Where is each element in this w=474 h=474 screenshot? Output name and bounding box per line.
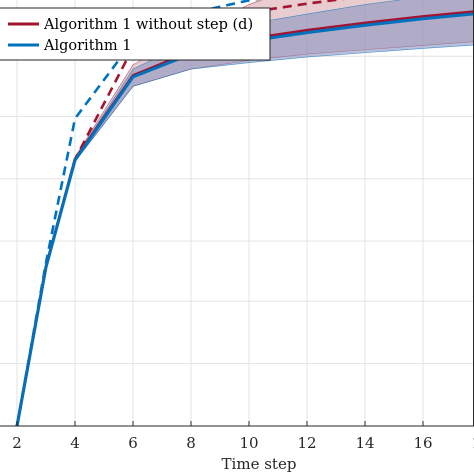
x-tick-label-12: 12	[297, 434, 316, 452]
x-tick-label-6: 6	[128, 434, 138, 452]
band-series-2	[16, 0, 474, 427]
x-tick-label-4: 4	[70, 434, 80, 452]
x-tick-label-14: 14	[355, 434, 374, 452]
x-axis-title: Time step	[222, 455, 297, 473]
x-tick-label-8: 8	[186, 434, 196, 452]
dashed-line-series-2	[15, 0, 260, 427]
legend-box	[0, 7, 271, 61]
dashed-line-series-1	[15, 0, 345, 427]
legend-label-series-1: Algorithm 1 without step (d)	[43, 17, 253, 33]
legend: Algorithm 1 without step (d) Algorithm 1	[0, 7, 271, 61]
x-tick-label-18: 18	[471, 434, 474, 452]
x-tick-label-2: 2	[12, 434, 22, 452]
series-lines	[15, 0, 474, 427]
x-tick-labels: 2 4 6 8 10 12 14 16 18	[12, 434, 474, 452]
band-series-1	[16, 0, 474, 427]
x-tick-label-16: 16	[413, 434, 432, 452]
x-tick-label-10: 10	[239, 434, 258, 452]
legend-label-series-2: Algorithm 1	[43, 38, 131, 54]
confidence-bands	[16, 0, 474, 427]
